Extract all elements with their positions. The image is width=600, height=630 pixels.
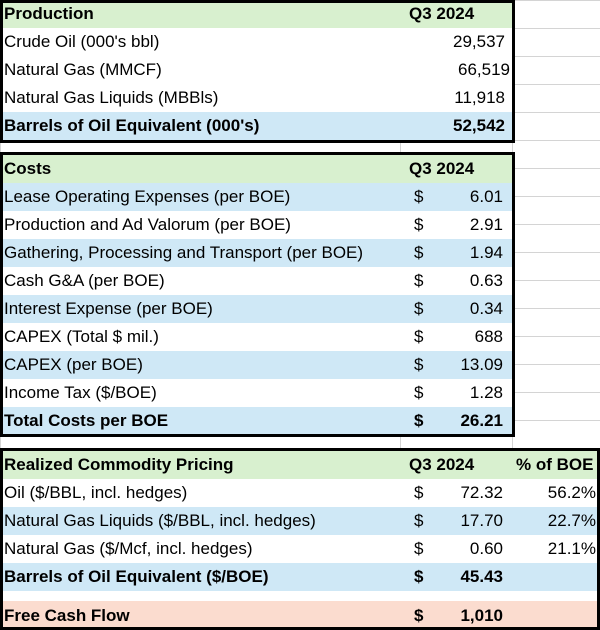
row-currency: $ bbox=[414, 511, 424, 530]
pricing-header-row[interactable]: Realized Commodity Pricing Q3 2024 % of … bbox=[0, 451, 600, 479]
row-value: 2.91 bbox=[469, 215, 503, 234]
row-label: Cash G&A (per BOE) bbox=[4, 271, 165, 290]
pricing-period: Q3 2024 bbox=[409, 455, 475, 474]
table-row[interactable]: Lease Operating Expenses (per BOE) $ 6.0… bbox=[0, 183, 512, 211]
row-value: 0.63 bbox=[469, 271, 503, 290]
row-value: 6.01 bbox=[469, 187, 503, 206]
costs-total-row[interactable]: Total Costs per BOE $ 26.21 bbox=[0, 407, 512, 435]
row-label: Total Costs per BOE bbox=[4, 411, 169, 430]
row-label: Barrels of Oil Equivalent (000's) bbox=[4, 116, 260, 135]
row-value: 688 bbox=[474, 327, 503, 346]
table-row[interactable]: Natural Gas Liquids (MBBls) 11,918 bbox=[0, 84, 512, 112]
row-value: 45.43 bbox=[460, 567, 503, 586]
row-label: Natural Gas Liquids ($/BBL, incl. hedges… bbox=[4, 511, 316, 530]
row-share: 22.7% bbox=[547, 511, 596, 530]
pricing-total-row[interactable]: Barrels of Oil Equivalent ($/BOE) $ 45.4… bbox=[0, 563, 600, 591]
row-currency: $ bbox=[414, 411, 424, 430]
table-row[interactable]: Cash G&A (per BOE) $ 0.63 bbox=[0, 267, 512, 295]
table-row[interactable]: CAPEX (Total $ mil.) $ 688 bbox=[0, 323, 512, 351]
row-value: 13.09 bbox=[460, 355, 503, 374]
pricing-border bbox=[0, 448, 600, 630]
fcf-currency: $ bbox=[414, 606, 424, 625]
row-value: 0.34 bbox=[469, 299, 503, 318]
row-label: Production and Ad Valorum (per BOE) bbox=[4, 215, 291, 234]
row-value: 0.60 bbox=[469, 539, 503, 558]
production-title: Production bbox=[4, 4, 94, 23]
table-row[interactable]: Natural Gas (MMCF) 66,519 bbox=[0, 56, 512, 84]
row-label: Natural Gas Liquids (MBBls) bbox=[4, 88, 219, 107]
table-row[interactable]: Natural Gas Liquids ($/BBL, incl. hedges… bbox=[0, 507, 600, 535]
spacer-row bbox=[0, 591, 600, 601]
costs-period: Q3 2024 bbox=[409, 159, 475, 178]
row-value: 17.70 bbox=[460, 511, 503, 530]
row-currency: $ bbox=[414, 243, 424, 262]
row-currency: $ bbox=[414, 539, 424, 558]
table-row[interactable]: Interest Expense (per BOE) $ 0.34 bbox=[0, 295, 512, 323]
table-row[interactable]: Natural Gas ($/Mcf, incl. hedges) $ 0.60… bbox=[0, 535, 600, 563]
production-border bbox=[0, 0, 515, 143]
table-row[interactable]: CAPEX (per BOE) $ 13.09 bbox=[0, 351, 512, 379]
row-currency: $ bbox=[414, 215, 424, 234]
production-period: Q3 2024 bbox=[409, 4, 475, 23]
row-value: 1.28 bbox=[469, 383, 503, 402]
row-value: 11,918 bbox=[454, 88, 505, 107]
row-share: 21.1% bbox=[547, 539, 596, 558]
row-currency: $ bbox=[414, 383, 424, 402]
row-label: Interest Expense (per BOE) bbox=[4, 299, 213, 318]
pricing-share-header: % of BOE bbox=[516, 455, 594, 474]
table-row[interactable]: Production and Ad Valorum (per BOE) $ 2.… bbox=[0, 211, 512, 239]
row-label: Barrels of Oil Equivalent ($/BOE) bbox=[4, 567, 269, 586]
row-value: 29,537 bbox=[453, 32, 505, 51]
row-label: Natural Gas (MMCF) bbox=[4, 60, 162, 79]
row-share: 56.2% bbox=[547, 483, 596, 502]
table-row[interactable]: Gathering, Processing and Transport (per… bbox=[0, 239, 512, 267]
row-value: 66,519 bbox=[458, 60, 510, 79]
row-label: CAPEX (Total $ mil.) bbox=[4, 327, 159, 346]
costs-border bbox=[0, 152, 515, 437]
pricing-title: Realized Commodity Pricing bbox=[4, 455, 234, 474]
row-currency: $ bbox=[414, 187, 424, 206]
fcf-value: 1,010 bbox=[460, 606, 503, 625]
row-currency: $ bbox=[414, 327, 424, 346]
row-value: 1.94 bbox=[469, 243, 503, 262]
costs-title: Costs bbox=[4, 159, 52, 178]
row-currency: $ bbox=[414, 355, 424, 374]
row-label: Natural Gas ($/Mcf, incl. hedges) bbox=[4, 539, 253, 558]
table-row[interactable]: Oil ($/BBL, incl. hedges) $ 72.32 56.2% bbox=[0, 479, 600, 507]
production-total-row[interactable]: Barrels of Oil Equivalent (000's) 52,542 bbox=[0, 112, 512, 140]
row-value: 72.32 bbox=[460, 483, 503, 502]
row-value: 52,542 bbox=[453, 116, 505, 135]
row-label: Gathering, Processing and Transport (per… bbox=[4, 243, 364, 262]
table-row[interactable]: Income Tax ($/BOE) $ 1.28 bbox=[0, 379, 512, 407]
row-label: CAPEX (per BOE) bbox=[4, 355, 143, 374]
row-label: Lease Operating Expenses (per BOE) bbox=[4, 187, 291, 206]
free-cash-flow-row[interactable]: Free Cash Flow $ 1,010 bbox=[0, 601, 600, 630]
fcf-label: Free Cash Flow bbox=[4, 606, 130, 625]
row-currency: $ bbox=[414, 271, 424, 290]
row-currency: $ bbox=[414, 299, 424, 318]
table-row[interactable]: Crude Oil (000's bbl) 29,537 bbox=[0, 28, 512, 56]
row-currency: $ bbox=[414, 567, 424, 586]
row-label: Oil ($/BBL, incl. hedges) bbox=[4, 483, 188, 502]
production-header-row[interactable]: Production Q3 2024 bbox=[0, 0, 512, 28]
row-label: Crude Oil (000's bbl) bbox=[4, 32, 160, 51]
row-label: Income Tax ($/BOE) bbox=[4, 383, 157, 402]
costs-header-row[interactable]: Costs Q3 2024 bbox=[0, 155, 512, 183]
row-currency: $ bbox=[414, 483, 424, 502]
row-value: 26.21 bbox=[460, 411, 503, 430]
